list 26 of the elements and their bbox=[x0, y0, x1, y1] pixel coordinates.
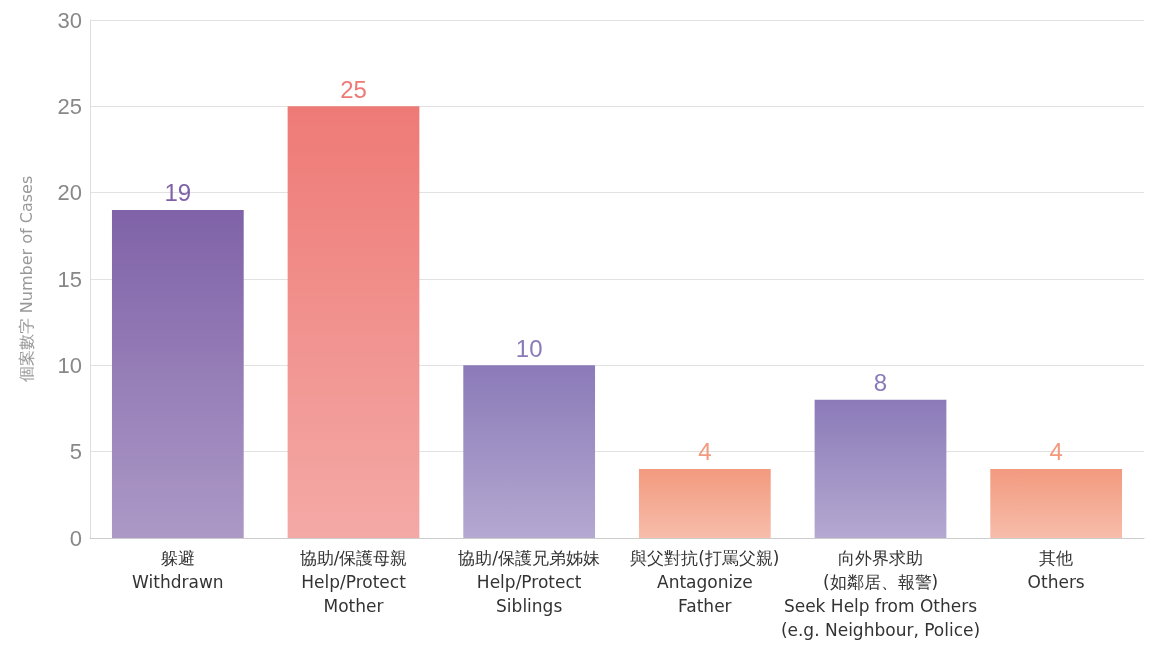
y-tick-label: 15 bbox=[57, 266, 82, 292]
bar bbox=[463, 365, 596, 538]
bar bbox=[814, 399, 947, 538]
bar bbox=[287, 106, 420, 538]
bar bbox=[638, 468, 771, 538]
data-label: 8 bbox=[873, 369, 888, 397]
data-label: 10 bbox=[515, 334, 543, 362]
bar bbox=[111, 209, 244, 538]
y-axis-title: 個案數字 Number of Cases bbox=[16, 175, 36, 383]
y-tick-label: 30 bbox=[57, 7, 82, 33]
x-tick-label: 協助/保護母親 Help/Protect Mother bbox=[299, 548, 408, 616]
y-tick-label: 5 bbox=[69, 439, 82, 465]
x-tick-label: 與父對抗(打罵父親) Antagonize Father bbox=[630, 548, 780, 616]
x-tick-label: 躲避 Withdrawn bbox=[132, 548, 224, 592]
y-tick-label: 10 bbox=[57, 352, 82, 378]
data-label: 4 bbox=[698, 438, 712, 466]
x-tick-label: 向外界求助 (如鄰居、報警) Seek Help from Others (e.g. Neighbour, Police) bbox=[780, 548, 981, 640]
y-tick-label: 20 bbox=[57, 180, 82, 206]
y-tick-label: 25 bbox=[57, 93, 82, 119]
x-tick-label: 其他 Others bbox=[1027, 548, 1085, 592]
bar bbox=[990, 468, 1123, 538]
data-label: 4 bbox=[1049, 438, 1063, 466]
y-tick-label: 0 bbox=[69, 525, 82, 551]
x-tick-label: 協助/保護兄弟姊妹 Help/Protect Siblings bbox=[458, 548, 601, 616]
data-label: 19 bbox=[164, 179, 192, 207]
data-label: 25 bbox=[340, 75, 367, 103]
